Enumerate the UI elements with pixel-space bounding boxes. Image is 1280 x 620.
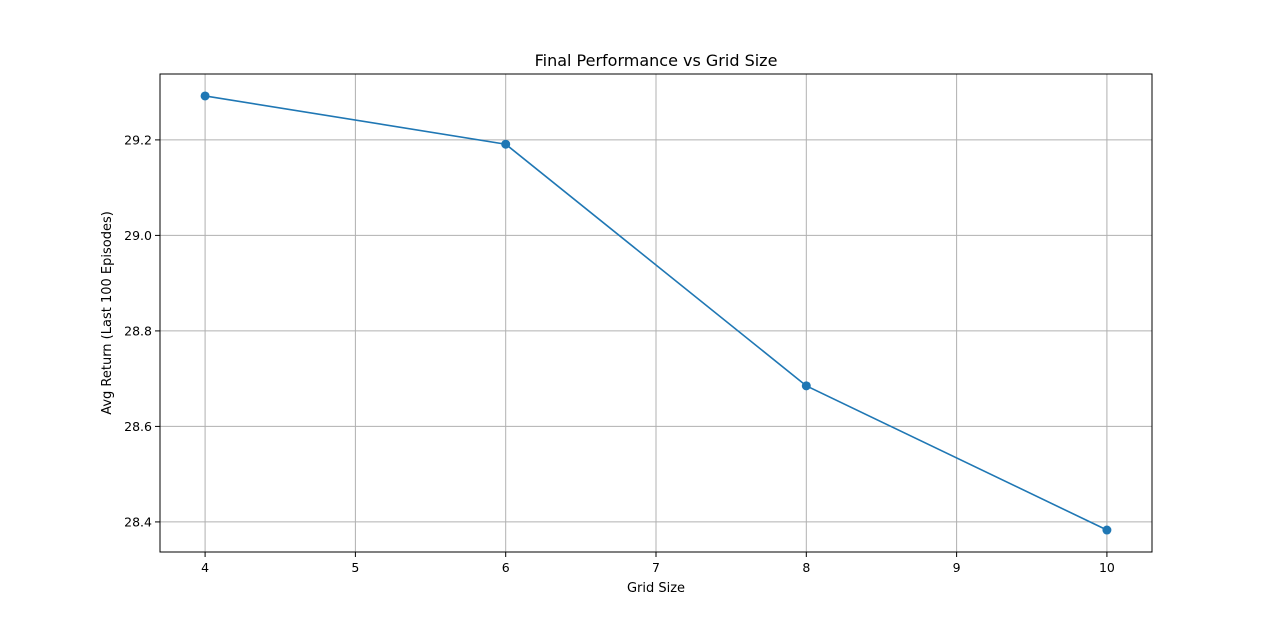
x-tick-label: 4 xyxy=(201,560,209,575)
x-tick-label: 9 xyxy=(953,560,961,575)
x-tick-label: 10 xyxy=(1099,560,1115,575)
y-tick-label: 28.6 xyxy=(124,419,152,434)
y-tick-label: 29.0 xyxy=(124,228,152,243)
x-axis-label: Grid Size xyxy=(627,581,685,596)
x-tick-label: 7 xyxy=(652,560,660,575)
data-point xyxy=(801,381,811,391)
y-tick-label: 28.8 xyxy=(124,323,152,338)
data-point xyxy=(1102,525,1112,535)
y-axis-label: Avg Return (Last 100 Episodes) xyxy=(100,211,115,415)
grid-layer xyxy=(160,74,1152,552)
data-point xyxy=(501,139,511,149)
series-layer xyxy=(200,91,1112,535)
data-point xyxy=(200,91,210,101)
series-line xyxy=(204,95,1108,531)
chart-title: Final Performance vs Grid Size xyxy=(535,51,778,70)
y-tick-label: 28.4 xyxy=(124,514,152,529)
x-tick-label: 8 xyxy=(802,560,810,575)
x-tick-label: 6 xyxy=(502,560,510,575)
ticks-layer: 4 5 6 7 8 9 10 28.4 28.6 28.8 29.0 29.2 xyxy=(124,132,1115,575)
x-tick-label: 5 xyxy=(351,560,359,575)
y-tick-label: 29.2 xyxy=(124,132,152,147)
